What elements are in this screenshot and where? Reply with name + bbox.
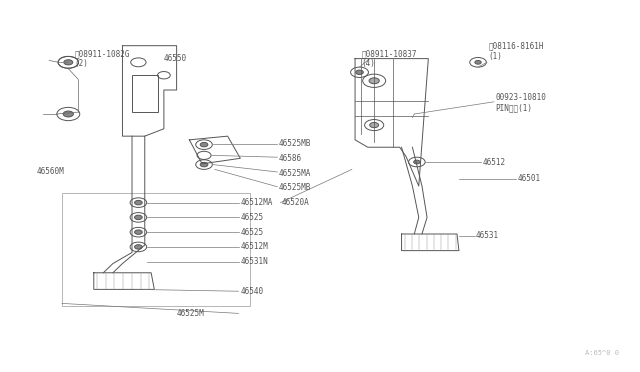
Text: 46520A: 46520A: [282, 198, 310, 207]
Circle shape: [134, 245, 142, 249]
Bar: [62, 193, 250, 306]
Text: 46525MB: 46525MB: [278, 139, 311, 148]
Text: 46501: 46501: [518, 174, 541, 183]
Circle shape: [369, 78, 380, 84]
Circle shape: [134, 215, 142, 219]
Circle shape: [63, 111, 74, 117]
Text: ⓝ08911-1082G
(2): ⓝ08911-1082G (2): [75, 49, 130, 68]
Text: 46525M: 46525M: [177, 309, 204, 318]
Text: Ⓒ08116-8161H
(1): Ⓒ08116-8161H (1): [489, 42, 545, 61]
Text: A:65^0 0: A:65^0 0: [586, 350, 620, 356]
Text: 00923-10810
PINピン(1): 00923-10810 PINピン(1): [495, 93, 546, 113]
Circle shape: [134, 230, 142, 234]
Text: 46531: 46531: [476, 231, 499, 240]
Circle shape: [413, 160, 420, 164]
Circle shape: [64, 60, 73, 65]
Circle shape: [356, 70, 364, 74]
Circle shape: [475, 61, 481, 64]
Text: 46512: 46512: [483, 157, 506, 167]
Text: 46550: 46550: [164, 54, 187, 63]
Text: 46512MA: 46512MA: [241, 198, 273, 207]
Circle shape: [370, 122, 379, 128]
Circle shape: [200, 142, 208, 147]
Circle shape: [134, 201, 142, 205]
Text: 46525MA: 46525MA: [278, 169, 311, 177]
Text: 46560M: 46560M: [36, 167, 64, 176]
Text: 46512M: 46512M: [241, 243, 268, 251]
Text: 46525: 46525: [241, 228, 264, 237]
Text: ⓝ08911-10837
(4): ⓝ08911-10837 (4): [362, 49, 417, 68]
Bar: [132, 75, 157, 112]
Text: 46540: 46540: [241, 287, 264, 296]
Text: 46525: 46525: [241, 213, 264, 222]
Text: 46586: 46586: [278, 154, 301, 163]
Circle shape: [200, 162, 208, 167]
Text: 46531N: 46531N: [241, 257, 268, 266]
Text: 46525MB: 46525MB: [278, 183, 311, 192]
